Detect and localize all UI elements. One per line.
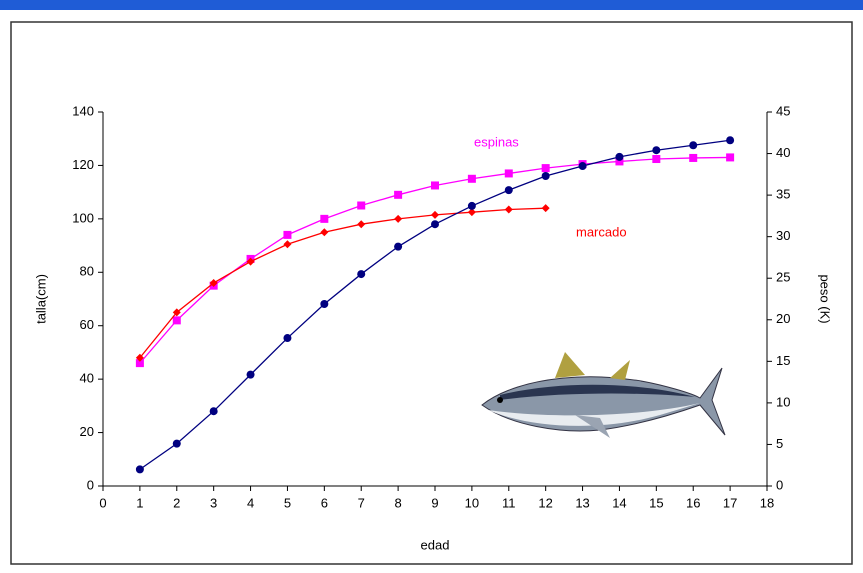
point xyxy=(726,136,734,144)
x-tick-label: 4 xyxy=(247,495,254,510)
point xyxy=(652,146,660,154)
x-tick-label: 17 xyxy=(723,495,737,510)
point xyxy=(431,181,439,189)
point xyxy=(394,191,402,199)
x-tick-label: 15 xyxy=(649,495,663,510)
point xyxy=(173,440,181,448)
point xyxy=(726,153,734,161)
y2-tick-label: 0 xyxy=(776,477,783,492)
point xyxy=(173,316,181,324)
point xyxy=(247,371,255,379)
point xyxy=(542,164,550,172)
point xyxy=(689,141,697,149)
y2-tick-label: 30 xyxy=(776,228,790,243)
x-tick-label: 18 xyxy=(760,495,774,510)
point xyxy=(283,231,291,239)
x-tick-label: 5 xyxy=(284,495,291,510)
point xyxy=(136,465,144,473)
x-tick-label: 8 xyxy=(394,495,401,510)
y2-tick-label: 5 xyxy=(776,436,783,451)
y2-tick-label: 45 xyxy=(776,103,790,118)
x-tick-label: 1 xyxy=(136,495,143,510)
point xyxy=(283,334,291,342)
point xyxy=(468,202,476,210)
y-tick-label: 40 xyxy=(80,371,94,386)
point xyxy=(505,169,513,177)
point xyxy=(652,155,660,163)
y2-axis-title: peso (K) xyxy=(818,274,833,323)
chart: edad talla(cm) peso (K) espinas marcado … xyxy=(0,0,863,573)
y2-tick-label: 15 xyxy=(776,353,790,368)
chart-frame xyxy=(11,22,852,564)
x-axis-title: edad xyxy=(421,537,450,552)
point xyxy=(689,154,697,162)
x-tick-label: 3 xyxy=(210,495,217,510)
y2-tick-label: 25 xyxy=(776,270,790,285)
x-tick-label: 9 xyxy=(431,495,438,510)
point xyxy=(357,270,365,278)
y2-tick-label: 40 xyxy=(776,145,790,160)
point xyxy=(357,202,365,210)
x-tick-label: 11 xyxy=(502,495,516,510)
x-tick-label: 16 xyxy=(686,495,700,510)
y-tick-label: 80 xyxy=(80,264,94,279)
y-axis-title: talla(cm) xyxy=(33,274,48,324)
y-tick-label: 0 xyxy=(87,477,94,492)
point xyxy=(320,215,328,223)
y2-tick-label: 10 xyxy=(776,394,790,409)
point xyxy=(505,186,513,194)
y-tick-label: 140 xyxy=(72,103,94,118)
x-tick-label: 12 xyxy=(538,495,552,510)
x-tick-label: 13 xyxy=(575,495,589,510)
x-tick-label: 14 xyxy=(612,495,626,510)
point xyxy=(542,172,550,180)
point xyxy=(579,162,587,170)
x-tick-label: 0 xyxy=(99,495,106,510)
y-tick-label: 120 xyxy=(72,157,94,172)
x-tick-label: 6 xyxy=(321,495,328,510)
point xyxy=(320,300,328,308)
x-tick-label: 7 xyxy=(358,495,365,510)
series-label: marcado xyxy=(576,224,627,239)
top-bar xyxy=(0,0,863,10)
y2-tick-label: 20 xyxy=(776,311,790,326)
point xyxy=(210,407,218,415)
point xyxy=(394,243,402,251)
y-tick-label: 60 xyxy=(80,317,94,332)
y2-tick-label: 35 xyxy=(776,187,790,202)
point xyxy=(431,220,439,228)
y-tick-label: 20 xyxy=(80,424,94,439)
series-label: espinas xyxy=(474,134,519,149)
x-tick-label: 2 xyxy=(173,495,180,510)
point xyxy=(468,175,476,183)
x-tick-label: 10 xyxy=(465,495,479,510)
point xyxy=(615,153,623,161)
y-tick-label: 100 xyxy=(72,210,94,225)
